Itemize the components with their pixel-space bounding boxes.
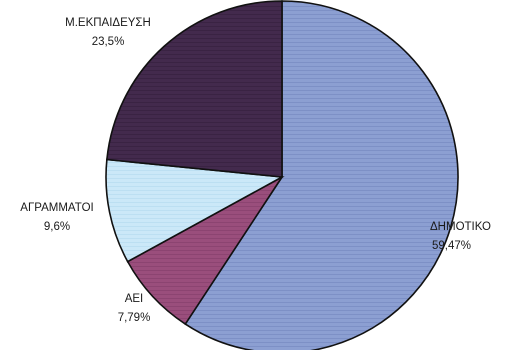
slice-label-value: 23,5% bbox=[92, 36, 125, 48]
slice-0 bbox=[184, 0, 459, 350]
slice-label-value: 7,79% bbox=[118, 312, 151, 324]
slice-label-name: ΑΕΙ bbox=[125, 293, 144, 305]
slice-label-name: ΑΓΡΑΜΜΑΤΟΙ bbox=[20, 202, 93, 214]
slice-label-name: ΔΗΜΟΤΙΚΟ bbox=[430, 221, 491, 233]
slice-3 bbox=[105, 0, 283, 178]
slice-label-value: 9,6% bbox=[44, 221, 70, 233]
slice-label-value: 59,47% bbox=[432, 240, 471, 252]
slice-2 bbox=[105, 158, 285, 263]
slice-label-name: Μ.ΕΚΠΑΙΔΕΥΣΗ bbox=[65, 17, 151, 29]
